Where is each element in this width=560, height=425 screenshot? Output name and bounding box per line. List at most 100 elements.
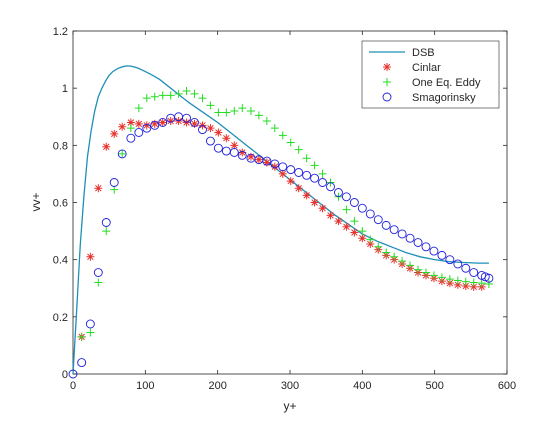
y-axis: 0 0.2 0.4 0.6 0.8 1 1.2 bbox=[53, 26, 507, 381]
data-point bbox=[94, 184, 103, 193]
data-point bbox=[230, 107, 239, 116]
data-point bbox=[342, 222, 351, 231]
data-point bbox=[421, 268, 430, 277]
y-tick-label: 1.2 bbox=[53, 26, 68, 38]
data-point bbox=[102, 227, 111, 236]
data-point bbox=[286, 138, 295, 147]
x-tick-label: 200 bbox=[208, 380, 226, 392]
data-point bbox=[310, 161, 319, 170]
data-point bbox=[229, 148, 239, 157]
data-point bbox=[150, 92, 159, 101]
data-point bbox=[94, 278, 103, 287]
data-point bbox=[461, 277, 470, 286]
x-tick-label: 500 bbox=[425, 380, 443, 392]
data-point bbox=[182, 87, 191, 96]
data-point bbox=[254, 111, 263, 120]
data-point bbox=[77, 358, 87, 368]
legend-entry: Smagorinsky bbox=[382, 92, 476, 104]
data-point bbox=[302, 154, 311, 163]
data-point bbox=[230, 141, 239, 150]
data-point bbox=[390, 252, 399, 261]
data-point bbox=[142, 94, 151, 103]
data-point bbox=[85, 319, 95, 329]
data-point bbox=[326, 211, 335, 220]
data-point bbox=[205, 136, 215, 146]
data-point bbox=[86, 328, 95, 337]
data-point bbox=[414, 265, 423, 274]
data-point bbox=[294, 184, 303, 193]
y-tick-label: 0.2 bbox=[53, 312, 68, 324]
legend-swatch bbox=[383, 78, 391, 86]
data-point bbox=[302, 191, 311, 200]
data-point bbox=[262, 158, 271, 167]
data-point bbox=[453, 280, 462, 289]
data-point bbox=[158, 91, 167, 100]
x-tick-label: 100 bbox=[136, 380, 154, 392]
data-point bbox=[286, 177, 295, 186]
data-point bbox=[270, 159, 280, 169]
data-point bbox=[118, 149, 127, 158]
data-point bbox=[453, 276, 462, 285]
series-layer bbox=[68, 65, 494, 379]
data-point bbox=[429, 271, 438, 280]
legend-swatch bbox=[382, 92, 392, 102]
data-point bbox=[198, 125, 207, 135]
data-point bbox=[382, 248, 391, 257]
data-point bbox=[445, 275, 454, 284]
data-point bbox=[278, 162, 288, 172]
data-point bbox=[102, 142, 111, 151]
data-point bbox=[93, 268, 103, 277]
x-tick-label: 400 bbox=[353, 380, 371, 392]
data-point bbox=[150, 119, 159, 128]
data-point bbox=[445, 255, 455, 265]
data-point bbox=[453, 259, 463, 269]
data-point bbox=[134, 128, 144, 137]
data-point bbox=[437, 250, 447, 260]
data-point bbox=[134, 119, 143, 128]
data-point bbox=[366, 235, 375, 244]
y-tick-label: 0.4 bbox=[53, 255, 68, 267]
data-point bbox=[318, 178, 327, 187]
data-point bbox=[110, 185, 119, 194]
data-point bbox=[77, 332, 86, 341]
data-point bbox=[270, 124, 279, 133]
data-point bbox=[334, 188, 343, 197]
data-point bbox=[110, 129, 119, 138]
data-point bbox=[334, 217, 343, 226]
x-axis: 0 100 200 300 400 500 600 bbox=[70, 31, 516, 392]
data-point bbox=[350, 217, 359, 226]
data-point bbox=[413, 238, 423, 247]
data-point bbox=[198, 94, 207, 103]
data-point bbox=[278, 131, 287, 140]
data-point bbox=[484, 279, 493, 288]
data-point bbox=[405, 233, 415, 243]
data-point bbox=[237, 150, 247, 160]
data-point bbox=[158, 118, 168, 127]
data-point bbox=[318, 204, 327, 213]
data-point bbox=[421, 242, 431, 252]
series-smagorinsky bbox=[68, 112, 494, 379]
y-tick-label: 0.6 bbox=[53, 198, 68, 210]
data-point bbox=[310, 198, 319, 207]
data-point bbox=[469, 278, 478, 287]
data-point bbox=[350, 228, 359, 237]
data-point bbox=[262, 156, 272, 166]
data-point bbox=[238, 148, 247, 157]
legend-entry: One Eq. Eddy bbox=[383, 77, 481, 89]
data-point bbox=[246, 107, 255, 116]
data-point bbox=[109, 178, 119, 187]
data-point bbox=[262, 117, 271, 126]
data-point bbox=[429, 246, 439, 256]
data-point bbox=[341, 192, 351, 202]
legend-swatch bbox=[383, 63, 391, 71]
legend-entry: DSB bbox=[369, 47, 435, 59]
series-line bbox=[72, 65, 489, 375]
data-point bbox=[358, 227, 367, 236]
data-point bbox=[150, 120, 160, 130]
data-point bbox=[437, 273, 446, 282]
data-point bbox=[206, 124, 215, 133]
data-point bbox=[358, 234, 367, 243]
data-point bbox=[206, 101, 215, 110]
data-point bbox=[214, 128, 223, 137]
